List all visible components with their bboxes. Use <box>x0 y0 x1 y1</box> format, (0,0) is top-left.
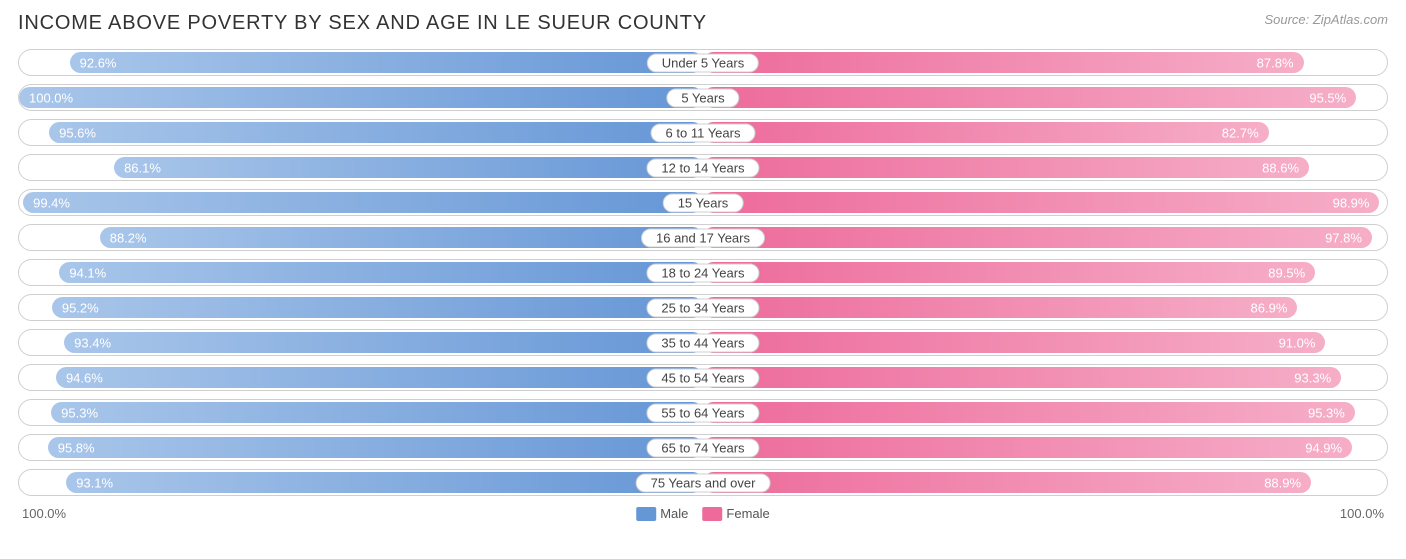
male-bar: 99.4% <box>23 192 703 213</box>
female-bar: 88.6% <box>703 157 1309 178</box>
male-bar: 94.6% <box>56 367 703 388</box>
female-bar: 93.3% <box>703 367 1341 388</box>
legend-label-female: Female <box>726 506 769 521</box>
female-value: 94.9% <box>1305 440 1342 455</box>
male-bar: 95.6% <box>49 122 703 143</box>
female-bar: 86.9% <box>703 297 1297 318</box>
female-value: 82.7% <box>1222 125 1259 140</box>
male-value: 86.1% <box>124 160 161 175</box>
male-value: 92.6% <box>80 55 117 70</box>
male-bar: 95.3% <box>51 402 703 423</box>
legend-swatch-female <box>702 507 722 521</box>
male-bar: 95.2% <box>52 297 703 318</box>
chart-row: 94.6% 93.3% 45 to 54 Years <box>18 364 1388 391</box>
chart-row: 94.1% 89.5% 18 to 24 Years <box>18 259 1388 286</box>
female-value: 98.9% <box>1333 195 1370 210</box>
male-value: 94.6% <box>66 370 103 385</box>
female-value: 88.6% <box>1262 160 1299 175</box>
female-bar: 82.7% <box>703 122 1269 143</box>
male-value: 100.0% <box>29 90 73 105</box>
category-label: 25 to 34 Years <box>646 298 759 317</box>
male-bar: 93.1% <box>66 472 703 493</box>
category-label: Under 5 Years <box>647 53 759 72</box>
category-label: 5 Years <box>666 88 739 107</box>
male-bar: 92.6% <box>70 52 703 73</box>
female-value: 87.8% <box>1257 55 1294 70</box>
female-bar: 88.9% <box>703 472 1311 493</box>
category-label: 35 to 44 Years <box>646 333 759 352</box>
category-label: 55 to 64 Years <box>646 403 759 422</box>
chart-row: 95.3% 95.3% 55 to 64 Years <box>18 399 1388 426</box>
chart-row: 95.8% 94.9% 65 to 74 Years <box>18 434 1388 461</box>
chart-source: Source: ZipAtlas.com <box>1264 12 1388 27</box>
female-value: 88.9% <box>1264 475 1301 490</box>
chart-row: 100.0% 95.5% 5 Years <box>18 84 1388 111</box>
chart-row: 95.2% 86.9% 25 to 34 Years <box>18 294 1388 321</box>
male-bar: 86.1% <box>114 157 703 178</box>
female-bar: 95.5% <box>703 87 1356 108</box>
female-value: 91.0% <box>1279 335 1316 350</box>
axis-left-label: 100.0% <box>22 506 66 521</box>
female-bar: 97.8% <box>703 227 1372 248</box>
male-value: 93.1% <box>76 475 113 490</box>
legend-item-female: Female <box>702 506 769 521</box>
female-bar: 94.9% <box>703 437 1352 458</box>
male-value: 88.2% <box>110 230 147 245</box>
female-value: 86.9% <box>1251 300 1288 315</box>
female-value: 95.3% <box>1308 405 1345 420</box>
male-bar: 100.0% <box>19 87 703 108</box>
chart-row: 99.4% 98.9% 15 Years <box>18 189 1388 216</box>
legend: Male Female <box>636 506 770 521</box>
chart-row: 86.1% 88.6% 12 to 14 Years <box>18 154 1388 181</box>
female-value: 93.3% <box>1294 370 1331 385</box>
chart-row: 88.2% 97.8% 16 and 17 Years <box>18 224 1388 251</box>
male-value: 95.3% <box>61 405 98 420</box>
male-value: 99.4% <box>33 195 70 210</box>
male-value: 95.6% <box>59 125 96 140</box>
chart-header: INCOME ABOVE POVERTY BY SEX AND AGE IN L… <box>18 12 1388 35</box>
chart-row: 93.4% 91.0% 35 to 44 Years <box>18 329 1388 356</box>
chart-title: INCOME ABOVE POVERTY BY SEX AND AGE IN L… <box>18 12 707 35</box>
female-value: 97.8% <box>1325 230 1362 245</box>
chart-row: 95.6% 82.7% 6 to 11 Years <box>18 119 1388 146</box>
female-bar: 95.3% <box>703 402 1355 423</box>
female-bar: 89.5% <box>703 262 1315 283</box>
male-bar: 88.2% <box>100 227 703 248</box>
category-label: 75 Years and over <box>636 473 771 492</box>
female-value: 89.5% <box>1268 265 1305 280</box>
female-bar: 91.0% <box>703 332 1325 353</box>
category-label: 15 Years <box>663 193 744 212</box>
category-label: 18 to 24 Years <box>646 263 759 282</box>
category-label: 16 and 17 Years <box>641 228 765 247</box>
male-bar: 94.1% <box>59 262 703 283</box>
axis-right-label: 100.0% <box>1340 506 1384 521</box>
legend-swatch-male <box>636 507 656 521</box>
category-label: 12 to 14 Years <box>646 158 759 177</box>
category-label: 45 to 54 Years <box>646 368 759 387</box>
female-value: 95.5% <box>1309 90 1346 105</box>
male-bar: 93.4% <box>64 332 703 353</box>
axis-labels: 100.0% Male Female 100.0% <box>18 504 1388 521</box>
male-value: 95.2% <box>62 300 99 315</box>
category-label: 6 to 11 Years <box>651 123 756 142</box>
male-value: 93.4% <box>74 335 111 350</box>
male-value: 94.1% <box>69 265 106 280</box>
chart-row: 93.1% 88.9% 75 Years and over <box>18 469 1388 496</box>
female-bar: 98.9% <box>703 192 1379 213</box>
diverging-bar-chart: 92.6% 87.8% Under 5 Years 100.0% 95.5% 5 Year… <box>18 49 1388 496</box>
legend-label-male: Male <box>660 506 688 521</box>
female-bar: 87.8% <box>703 52 1304 73</box>
chart-row: 92.6% 87.8% Under 5 Years <box>18 49 1388 76</box>
male-bar: 95.8% <box>48 437 703 458</box>
category-label: 65 to 74 Years <box>646 438 759 457</box>
legend-item-male: Male <box>636 506 688 521</box>
male-value: 95.8% <box>58 440 95 455</box>
